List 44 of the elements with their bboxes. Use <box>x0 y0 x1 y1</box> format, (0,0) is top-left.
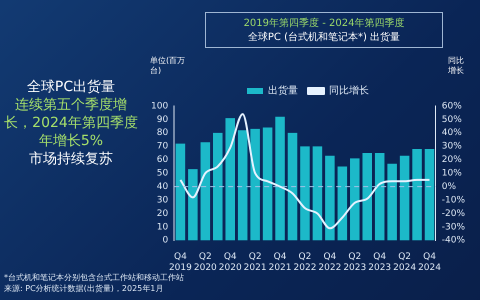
x-tick-label: Q4 2024 <box>418 252 442 273</box>
x-tick-label: Q2 2024 <box>393 252 416 273</box>
y-tick-label: 60 <box>156 155 168 166</box>
text: 市场持续复苏 <box>28 150 114 168</box>
chart-subtitle: 全球PC (台式机和笔记本*) 出货量 <box>246 30 402 44</box>
y-axis-title: 单位(百万台) <box>150 56 186 76</box>
y-tick-label: 30 <box>156 195 168 206</box>
y-tick-label: 80 <box>156 128 168 138</box>
x-tick-label: Q4 2021 <box>268 252 292 273</box>
y2-axis-title: 同比增长 <box>448 56 465 76</box>
text: 全球PC出货量 <box>26 78 116 96</box>
legend-label: 同比增长 <box>329 84 369 97</box>
y-tick-label: 10 <box>156 222 168 232</box>
y-tick-label: 20 <box>156 208 168 219</box>
x-tick-label: Q2 2021 <box>244 252 267 273</box>
x-tick-label: Q2 2022 <box>294 252 316 273</box>
y-tick-label: 100 <box>150 101 168 112</box>
x-tick-label: Q4 2020 <box>218 252 242 273</box>
y2-tick-label: -30% <box>442 222 466 232</box>
y2-tick-label: -10% <box>442 195 466 206</box>
y2-tick-label: -40% <box>442 236 466 246</box>
y2-tick-label: 40% <box>442 128 462 138</box>
y-tick-label: 70 <box>156 142 168 152</box>
x-tick-label: Q4 2023 <box>368 252 392 273</box>
y2-tick-label: -20% <box>442 208 466 219</box>
source-note: 来源: PC分析统计数据(出货量)，2025年1月 <box>4 283 164 294</box>
y-tick-label: 40 <box>156 182 168 192</box>
y2-tick-label: 10% <box>442 168 462 179</box>
y2-tick-label: 0% <box>442 182 456 192</box>
y-tick-label: 90 <box>156 114 168 125</box>
y2-tick-label: 20% <box>442 155 462 166</box>
x-tick-label: Q2 2023 <box>343 252 366 273</box>
text: *台式机和笔记本分别包含台式工作站和移动工作站 <box>4 272 184 283</box>
chart-title: 2019年第四季度 - 2024年第四季度 <box>242 16 406 30</box>
x-tick-label: Q2 2020 <box>194 252 218 273</box>
y2-tick-label: 30% <box>442 142 462 152</box>
y2-tick-label: 50% <box>442 114 462 125</box>
y2-tick-label: 60% <box>442 101 462 112</box>
y-tick-label: 50 <box>156 168 168 179</box>
y-tick-label: 0 <box>162 236 168 246</box>
text: 连续第五个季度增长，2024年第四季度年增长5% <box>4 96 138 150</box>
x-tick-label: Q4 2019 <box>168 252 192 273</box>
legend-label: 出货量 <box>268 84 298 97</box>
x-tick-label: Q4 2022 <box>318 252 342 273</box>
